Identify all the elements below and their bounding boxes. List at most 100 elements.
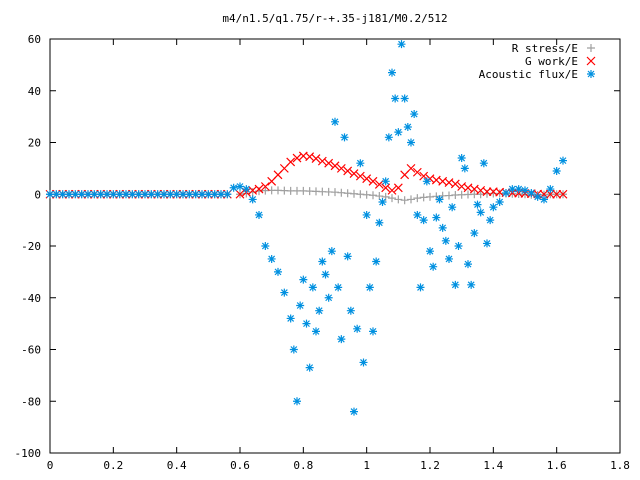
legend-marker: [587, 44, 595, 52]
marker-cross: [406, 163, 416, 173]
marker-cross: [552, 189, 562, 199]
marker-star: [236, 182, 244, 191]
data-point: [460, 164, 469, 173]
marker-star: [248, 195, 257, 204]
data-point: [552, 189, 562, 199]
marker-star: [71, 190, 80, 199]
marker-star: [400, 94, 409, 103]
data-point: [128, 190, 137, 199]
data-point: [289, 345, 298, 354]
marker-star: [318, 257, 327, 266]
data-point: [122, 190, 130, 199]
data-point: [508, 185, 517, 194]
marker-star: [185, 190, 194, 199]
marker-star: [559, 156, 567, 165]
data-point: [388, 194, 396, 203]
y-tick-label: 60: [28, 33, 41, 46]
marker-cross: [305, 152, 315, 162]
data-point: [109, 190, 118, 199]
data-point: [448, 203, 457, 212]
data-point: [58, 190, 67, 199]
data-point: [147, 190, 156, 199]
marker-star: [495, 198, 504, 207]
marker-star: [391, 94, 400, 103]
x-tick-label: 0: [47, 459, 54, 472]
data-point: [331, 117, 339, 126]
marker-star: [527, 188, 536, 197]
marker-star: [445, 254, 453, 263]
data-point: [302, 319, 311, 328]
x-tick-label: 1.4: [483, 459, 503, 472]
marker-star: [372, 257, 381, 266]
marker-star: [410, 110, 419, 119]
y-tick-label: -80: [21, 395, 41, 408]
data-point: [134, 190, 143, 199]
data-point: [229, 183, 238, 192]
data-point: [558, 189, 568, 199]
axes: 0 0.2 0.4 0.6 0.8 1 1.2 1.4 1.6 1.8 60 40 20 0 -20 -40 -…: [15, 33, 630, 472]
marker-star: [166, 190, 175, 199]
data-point: [451, 280, 460, 289]
data-point: [46, 190, 54, 199]
marker-star: [343, 252, 352, 261]
marker-star: [210, 190, 219, 199]
data-point: [267, 254, 276, 263]
data-point: [362, 174, 372, 184]
marker-cross: [368, 176, 378, 186]
data-point: [441, 236, 450, 245]
marker-plus: [375, 192, 384, 201]
data-point: [280, 288, 289, 297]
data-point: [400, 196, 409, 205]
marker-star: [261, 242, 270, 250]
marker-star: [242, 185, 251, 194]
marker-star: [451, 280, 460, 289]
data-point: [353, 324, 362, 333]
marker-cross: [235, 189, 245, 199]
data-point: [412, 167, 422, 177]
data-point: [450, 179, 460, 189]
data-point: [350, 407, 358, 416]
data-point: [308, 283, 317, 292]
data-point: [71, 190, 80, 199]
data-point: [368, 176, 378, 186]
y-tick-label: -40: [21, 292, 41, 305]
marker-star: [476, 208, 485, 217]
marker-plus: [413, 194, 422, 203]
marker-star: [403, 122, 412, 131]
marker-star: [334, 283, 343, 292]
marker-star: [521, 186, 529, 195]
data-point: [324, 293, 333, 302]
marker-star: [514, 185, 523, 194]
data-point: [473, 200, 482, 209]
marker-star: [508, 185, 517, 194]
marker-star: [337, 335, 346, 344]
marker-star: [457, 154, 466, 163]
data-point: [255, 210, 263, 219]
marker-star: [489, 203, 498, 212]
data-point: [416, 283, 425, 292]
marker-star: [546, 185, 555, 194]
data-point: [432, 213, 441, 222]
marker-star: [502, 188, 510, 197]
data-point: [375, 218, 384, 227]
marker-star: [293, 397, 301, 406]
data-point: [369, 327, 377, 336]
data-point: [406, 163, 416, 173]
x-tick-label: 0.6: [230, 459, 250, 472]
data-point: [337, 335, 346, 344]
data-point: [305, 152, 315, 162]
marker-star: [429, 262, 438, 271]
marker-star: [179, 190, 187, 199]
marker-star: [365, 283, 374, 292]
marker-star: [223, 190, 232, 199]
data-point: [419, 216, 428, 225]
series-2: [229, 40, 567, 416]
data-point: [413, 210, 422, 219]
data-point: [346, 306, 355, 315]
data-point: [90, 190, 99, 199]
data-point: [305, 363, 314, 372]
data-point: [438, 223, 447, 232]
marker-star: [90, 190, 99, 199]
x-tick-label: 1.6: [547, 459, 567, 472]
data-point: [204, 190, 213, 199]
